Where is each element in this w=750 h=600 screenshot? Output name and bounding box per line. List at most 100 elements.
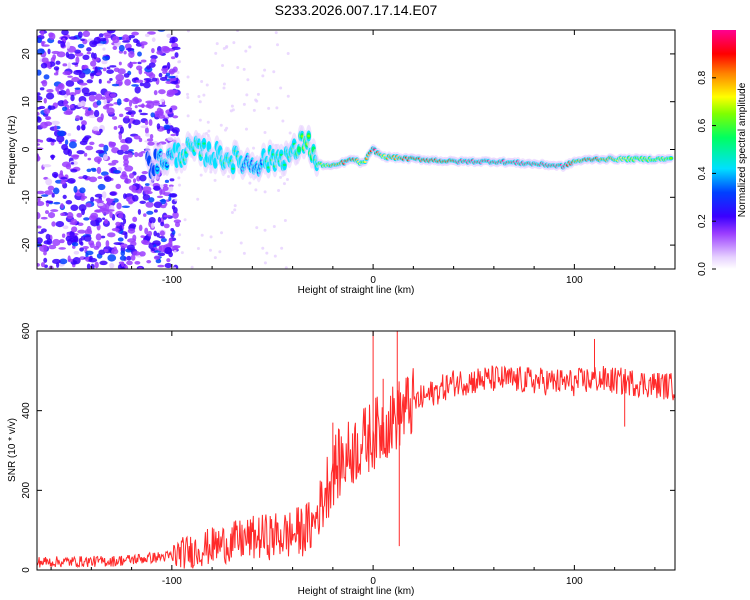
- noise-blob: [83, 217, 90, 221]
- noise-blob: [85, 202, 92, 208]
- noise-blob: [159, 188, 163, 196]
- noise-blob: [153, 185, 161, 191]
- snr-x-label: Height of straight line (km): [298, 586, 415, 597]
- noise-blob: [55, 85, 60, 92]
- spectrogram-marks: [37, 30, 674, 269]
- noise-blob: [134, 151, 139, 158]
- noise-blob: [142, 186, 152, 193]
- noise-blob: [89, 40, 98, 48]
- noise-blob: [45, 178, 53, 186]
- noise-blob: [94, 261, 99, 269]
- noise-blob: [86, 79, 93, 84]
- noise-blob: [45, 210, 49, 214]
- snr-x-ticks: -100 0 100: [50, 331, 656, 587]
- noise-blob: [51, 171, 59, 178]
- noise-blob: [213, 256, 217, 260]
- noise-blob: [273, 254, 277, 258]
- noise-blob: [198, 100, 202, 104]
- noise-blob: [164, 119, 169, 125]
- noise-blob: [173, 266, 177, 269]
- noise-blob: [37, 237, 43, 244]
- noise-blob: [53, 72, 59, 76]
- noise-blob: [170, 227, 175, 232]
- spectrogram-y-label: Frequency (Hz): [7, 116, 18, 185]
- noise-blob: [133, 135, 141, 140]
- noise-blob: [130, 254, 136, 261]
- noise-blob: [59, 258, 68, 265]
- noise-blob: [119, 255, 127, 261]
- noise-blob: [157, 114, 166, 119]
- noise-blob: [40, 30, 45, 37]
- noise-blob: [171, 205, 176, 210]
- noise-blob: [144, 227, 149, 235]
- noise-blob: [37, 201, 45, 207]
- noise-blob: [118, 61, 122, 66]
- noise-blob: [242, 102, 246, 106]
- noise-blob: [99, 260, 108, 266]
- noise-blob: [61, 30, 69, 36]
- noise-blob: [77, 31, 83, 38]
- noise-blob: [164, 179, 170, 184]
- noise-blob: [62, 225, 69, 230]
- noise-blob: [162, 46, 171, 54]
- ridge-core: [282, 163, 287, 167]
- noise-blob: [254, 98, 258, 102]
- noise-blob: [160, 198, 167, 205]
- noise-blob: [45, 92, 55, 100]
- noise-blob: [57, 130, 66, 137]
- noise-blob: [146, 138, 154, 142]
- noise-blob: [277, 188, 281, 192]
- noise-blob: [75, 69, 83, 73]
- noise-blob: [221, 64, 225, 68]
- noise-blob: [147, 31, 156, 35]
- noise-blob: [170, 56, 176, 60]
- colorbar-tick-label: 0.6: [697, 118, 708, 132]
- noise-blob: [206, 120, 210, 124]
- noise-blob: [120, 243, 128, 249]
- y-tick-label: 10: [21, 96, 32, 108]
- noise-blob: [150, 222, 155, 229]
- noise-blob: [71, 226, 78, 233]
- noise-blob: [51, 193, 55, 198]
- noise-blob: [144, 120, 149, 126]
- noise-blob: [121, 261, 125, 267]
- noise-blob: [112, 35, 120, 44]
- noise-blob: [126, 244, 135, 251]
- noise-blob: [166, 128, 171, 134]
- noise-blob: [124, 106, 133, 112]
- noise-blob: [160, 221, 165, 227]
- noise-blob: [53, 201, 61, 205]
- noise-blob: [117, 82, 123, 85]
- noise-blob: [143, 213, 147, 217]
- noise-blob: [58, 247, 66, 250]
- noise-blob: [70, 218, 78, 226]
- noise-blob: [41, 194, 49, 197]
- noise-blob: [56, 135, 65, 143]
- noise-blob: [69, 230, 75, 238]
- y-tick-label: 200: [21, 482, 32, 499]
- noise-blob: [66, 212, 74, 220]
- noise-blob: [265, 251, 269, 255]
- noise-blob: [246, 78, 250, 82]
- noise-blob: [65, 235, 72, 242]
- noise-blob: [62, 71, 72, 76]
- noise-blob: [37, 225, 42, 229]
- noise-blob: [162, 186, 169, 191]
- noise-blob: [121, 34, 130, 42]
- noise-blob: [120, 173, 128, 180]
- noise-blob: [82, 245, 89, 250]
- noise-blob: [161, 68, 166, 72]
- noise-blob: [144, 127, 149, 134]
- noise-blob: [236, 66, 240, 70]
- noise-blob: [124, 78, 131, 86]
- noise-blob: [70, 161, 75, 165]
- noise-blob: [100, 235, 106, 239]
- spectrogram-x-label: Height of straight line (km): [298, 285, 415, 296]
- noise-blob: [43, 257, 48, 263]
- noise-blob: [95, 149, 105, 154]
- noise-blob: [150, 248, 155, 252]
- noise-blob: [138, 266, 143, 269]
- noise-blob: [261, 246, 265, 250]
- noise-blob: [285, 178, 289, 182]
- noise-blob: [41, 44, 50, 47]
